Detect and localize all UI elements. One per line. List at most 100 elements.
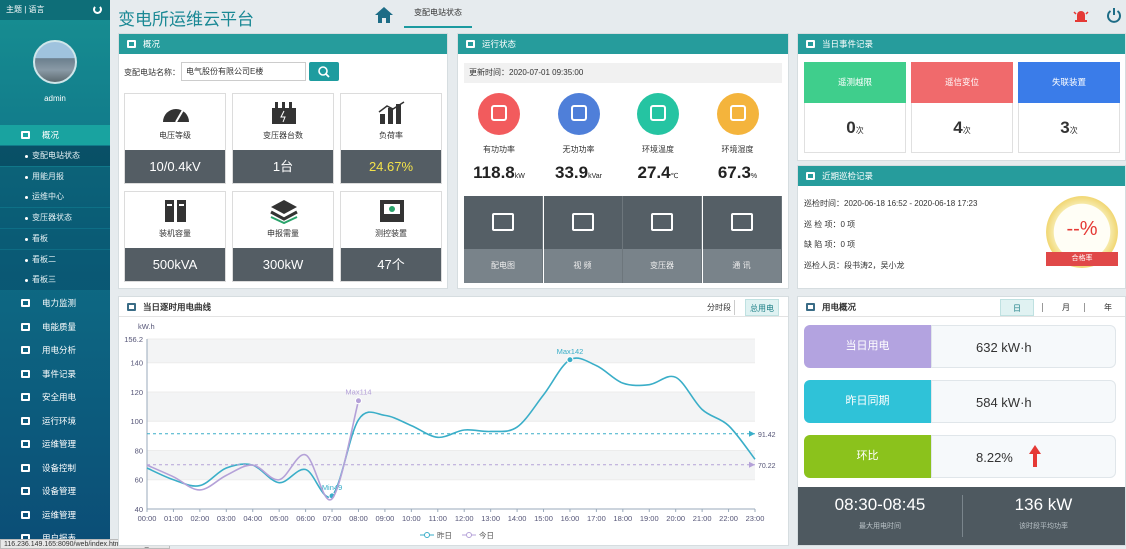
nav-tile[interactable]: 配电图 xyxy=(464,196,543,283)
y-tick-label: 40 xyxy=(135,505,143,514)
submenu-item[interactable]: 运维中心 xyxy=(0,187,110,208)
card-label: 负荷率 xyxy=(379,131,403,140)
x-tick-label: 20:00 xyxy=(666,514,685,523)
tile-icon xyxy=(651,213,673,231)
menu-item[interactable]: 设备控制 xyxy=(0,458,110,478)
stat-card: 变压器台数 1台 xyxy=(232,93,334,184)
top-links[interactable]: 主题 | 语言 xyxy=(0,0,110,20)
x-tick-label: 14:00 xyxy=(508,514,527,523)
count-unit: 次 xyxy=(962,126,971,135)
metric-glyph xyxy=(650,105,666,121)
submenu-item[interactable]: 用能月报 xyxy=(0,166,110,187)
peak-label: 最大用电时间 xyxy=(859,523,901,530)
menu-overview[interactable]: 概况 xyxy=(0,125,110,145)
rect xyxy=(177,200,186,222)
bullet xyxy=(25,237,28,241)
submenu-item[interactable]: 看板 xyxy=(0,228,110,249)
rect xyxy=(380,114,385,124)
metric-label: 无功功率 xyxy=(562,145,595,154)
menu-label: 电能质量 xyxy=(42,321,77,332)
menu-icon xyxy=(21,416,30,425)
menu-item[interactable]: 运维管理 xyxy=(0,505,110,525)
event-tile[interactable]: 失联装置 3次 xyxy=(1018,62,1120,154)
usage-value: 8.22% xyxy=(931,435,1116,478)
tile-icon xyxy=(730,213,753,231)
y-tick-label: 120 xyxy=(130,388,143,397)
menu-item[interactable]: 事件记录 xyxy=(0,364,110,384)
usage-tab-active[interactable]: 日 xyxy=(1000,299,1034,316)
avatar[interactable] xyxy=(33,40,77,84)
menu-item[interactable]: 电力监测 xyxy=(0,293,110,313)
metric-label: 环境湿度 xyxy=(721,145,754,154)
event-label: 遥信变位 xyxy=(911,62,1013,103)
menu-label: 用电分析 xyxy=(42,345,77,355)
extreme-label: Min49 xyxy=(322,483,342,492)
menu-item[interactable]: 运行环境 xyxy=(0,411,110,431)
inspection-panel: 近期巡检记录 巡检时间：2020-06-18 16:52 - 2020-06-1… xyxy=(797,165,1126,289)
x-tick-label: 05:00 xyxy=(270,514,289,523)
submenu-label: 用能月报 xyxy=(32,171,64,181)
inspection-row: 缺 陷 项：0 项 xyxy=(804,240,856,250)
usage-tab[interactable]: 年 xyxy=(1104,303,1112,312)
menu-icon xyxy=(21,346,30,354)
submenu-item[interactable]: 看板三 xyxy=(0,270,110,291)
peak-block xyxy=(798,487,1125,545)
nav-tab[interactable]: 变配电站状态 xyxy=(404,6,472,28)
x-tick-label: 04:00 xyxy=(243,514,262,523)
tab-separator xyxy=(1084,303,1085,312)
usage-row: 环比 8.22% xyxy=(804,435,1116,478)
x-tick-label: 09:00 xyxy=(376,514,395,523)
inspection-row: 巡检时间：2020-06-18 16:52 - 2020-06-18 17:23 xyxy=(804,199,978,208)
metric-value: 33.9kVar xyxy=(541,163,617,183)
legend-label: 昨日 xyxy=(437,530,452,540)
event-tile[interactable]: 遥信变位 4次 xyxy=(911,62,1013,154)
search-input[interactable]: 电气股份有限公司E楼 xyxy=(181,62,306,81)
y-tick-label: 60 xyxy=(135,476,143,485)
usage-label: 环比 xyxy=(804,435,931,478)
x-tick-label: 03:00 xyxy=(217,514,236,523)
event-tile[interactable]: 遥测越限 0次 xyxy=(804,62,906,154)
x-tick-label: 06:00 xyxy=(296,514,315,523)
nav-tile[interactable]: 视 频 xyxy=(543,196,623,283)
tab-separator xyxy=(1042,303,1043,312)
rect xyxy=(179,204,184,206)
bullet xyxy=(25,258,28,262)
menu-item[interactable]: 设备管理 xyxy=(0,481,110,501)
x-tick-label: 12:00 xyxy=(455,514,474,523)
curve-tab[interactable]: 分时段 xyxy=(704,300,735,315)
menu-icon xyxy=(21,510,30,519)
extreme-point xyxy=(354,397,362,405)
stat-card: 电压等级 10/0.4kV xyxy=(124,93,226,184)
power-icon[interactable] xyxy=(1106,7,1122,23)
stat-card: 测控装置 47个 xyxy=(340,191,442,282)
curve-tab-active[interactable]: 总用电 xyxy=(745,299,779,316)
user-name[interactable]: admin xyxy=(44,94,66,103)
alarm-icon[interactable] xyxy=(1073,8,1089,24)
nav-tile[interactable]: 通 讯 xyxy=(702,196,782,283)
x-tick-label: 23:00 xyxy=(746,514,765,523)
menu-icon xyxy=(21,299,30,307)
rect xyxy=(396,104,401,124)
event-count: 0次 xyxy=(804,103,906,153)
submenu-item[interactable]: 变压器状态 xyxy=(0,208,110,229)
menu-label: 设备控制 xyxy=(42,462,77,473)
menu-item[interactable]: 运维管理 xyxy=(0,434,110,454)
legend-marker xyxy=(424,532,430,538)
submenu-item[interactable]: 变配电站状态 xyxy=(0,146,110,166)
menu-item[interactable]: 电能质量 xyxy=(0,317,110,337)
inspection-row: 巡检人员：段书涛2，吴小龙 xyxy=(804,261,905,271)
legend-marker xyxy=(466,532,472,538)
nav-tile[interactable]: 变压器 xyxy=(623,196,702,283)
panel-title: 当日逐时用电曲线 xyxy=(143,302,212,312)
home-icon[interactable] xyxy=(375,7,393,23)
submenu-item[interactable]: 看板二 xyxy=(0,249,110,270)
menu-label: 运维管理 xyxy=(42,439,77,449)
menu-item[interactable]: 用电分析 xyxy=(0,340,110,360)
update-time: 更新时间：2020-07-01 09:35:00 xyxy=(464,63,782,83)
ic xyxy=(21,131,30,139)
refresh-icon[interactable] xyxy=(93,5,102,14)
usage-tab[interactable]: 月 xyxy=(1062,303,1070,312)
search-button[interactable] xyxy=(309,62,339,81)
x-tick-label: 08:00 xyxy=(349,514,368,523)
menu-item[interactable]: 安全用电 xyxy=(0,387,110,407)
